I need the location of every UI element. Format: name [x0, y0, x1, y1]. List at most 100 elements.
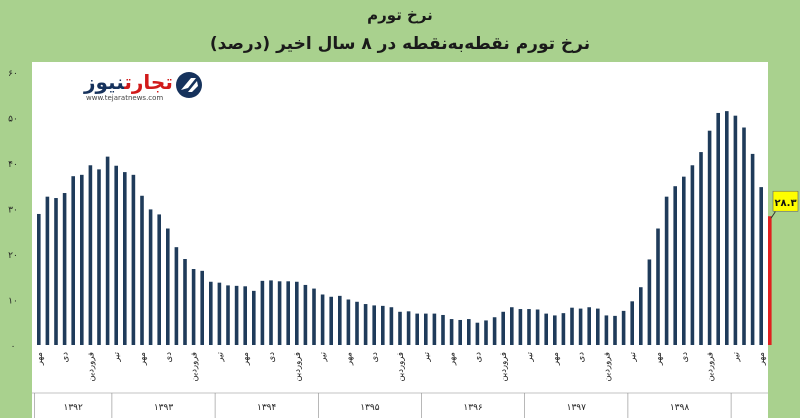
x-tick-label: مهر	[551, 352, 561, 366]
y-tick-label: ۲۰	[8, 251, 18, 261]
bar	[656, 228, 660, 345]
bar	[37, 213, 41, 345]
x-tick-label: دی	[267, 352, 277, 363]
bar	[398, 311, 402, 345]
bar	[553, 315, 557, 345]
bar	[716, 112, 720, 345]
x-tick-label: فروردین	[190, 352, 200, 382]
bar	[587, 307, 591, 345]
x-tick-label: فروردین	[499, 352, 509, 382]
bar	[226, 285, 230, 345]
bar	[183, 259, 187, 345]
x-tick-label: فروردین	[86, 352, 96, 382]
bar	[639, 287, 643, 345]
bar	[389, 307, 394, 345]
bar	[105, 156, 110, 345]
bar	[277, 281, 282, 345]
bar	[518, 309, 523, 345]
x-tick-label: فروردین	[602, 352, 612, 382]
year-axis: ۱۳۹۲ ۱۳۹۳ ۱۳۹۴ ۱۳۹۵ ۱۳۹۶ ۱۳۹۷ ۱۳۹۸	[32, 392, 768, 418]
x-tick-label: مهر	[448, 352, 458, 366]
logo-text: تجارتنیوز	[84, 70, 173, 94]
bar	[303, 284, 308, 345]
bar	[664, 196, 669, 345]
bar	[88, 165, 93, 345]
x-tick-label: تیر	[628, 351, 638, 362]
y-tick-label: ۶۰	[8, 69, 18, 79]
year-label: ۱۳۹۷	[567, 403, 587, 413]
bar	[123, 172, 127, 345]
bar	[750, 153, 755, 345]
bar	[475, 322, 480, 345]
bar	[252, 290, 256, 345]
x-tick-label: مهر	[757, 352, 767, 366]
bar	[114, 165, 118, 345]
bar	[346, 299, 351, 345]
chart-title: نرخ تورم	[367, 6, 433, 24]
bar	[338, 295, 342, 345]
y-tick-label: ۱۰	[8, 297, 18, 307]
y-tick-label: ۰	[11, 342, 16, 352]
bar	[166, 228, 170, 345]
x-tick-label: مهر	[344, 352, 354, 366]
bar	[458, 319, 462, 345]
bar	[501, 311, 505, 345]
y-axis: ۰ ۱۰ ۲۰ ۳۰ ۴۰ ۵۰ ۶۰	[8, 69, 18, 352]
x-tick-label: فروردین	[396, 352, 406, 382]
x-tick-label: تیر	[112, 351, 122, 362]
bar	[432, 313, 437, 345]
bar	[80, 174, 84, 345]
bar	[699, 152, 703, 345]
bar	[45, 196, 50, 345]
bar	[690, 165, 695, 345]
year-label: ۱۳۹۲	[64, 403, 84, 413]
x-tick-label: فروردین	[706, 352, 716, 382]
x-tick-label: مهر	[654, 352, 664, 366]
x-tick-label: دی	[370, 352, 380, 363]
bar	[535, 309, 540, 345]
bar	[217, 282, 222, 345]
bar	[97, 169, 101, 345]
bar	[243, 286, 247, 345]
x-tick-label: دی	[577, 352, 587, 363]
bar	[707, 130, 712, 345]
bar	[527, 309, 531, 345]
bar	[363, 304, 368, 345]
year-label: ۱۳۹۳	[154, 403, 174, 413]
year-label: ۱۳۹۶	[463, 403, 483, 413]
bar	[415, 313, 419, 345]
bar	[613, 315, 617, 345]
tejaratnews-logo-icon	[176, 72, 202, 98]
bar	[62, 193, 67, 345]
bar	[191, 269, 196, 345]
bar	[295, 281, 299, 345]
bar	[355, 301, 359, 345]
bar	[742, 127, 746, 345]
year-label: ۱۳۹۸	[670, 403, 690, 413]
bar	[140, 195, 144, 345]
bar	[71, 176, 75, 345]
bar	[725, 111, 729, 345]
bar	[544, 313, 548, 345]
bar	[733, 115, 738, 346]
plot-area	[32, 62, 768, 418]
bar	[604, 315, 609, 345]
tejaratnews-logo: تجارتنیوز www.tejaratnews.com	[84, 70, 204, 110]
bar	[449, 319, 454, 345]
y-tick-label: ۴۰	[8, 160, 18, 170]
bar	[234, 285, 239, 345]
bar	[131, 174, 136, 345]
logo-word-red: تجارت	[124, 70, 173, 94]
y-tick-label: ۵۰	[8, 115, 18, 125]
bar-highlight	[768, 216, 772, 345]
bar	[148, 209, 153, 345]
logo-word-dark: نیوز	[84, 70, 125, 94]
bar	[372, 305, 376, 345]
callout-value: ۲۸.۳	[774, 198, 796, 209]
bar	[406, 311, 411, 345]
bar	[329, 296, 333, 345]
bar	[682, 176, 686, 345]
x-axis: مهر دی فروردین تیر مهر دی فروردین تیر مهر دی فرورد…	[35, 351, 767, 381]
value-callout: ۲۸.۳	[770, 190, 799, 219]
